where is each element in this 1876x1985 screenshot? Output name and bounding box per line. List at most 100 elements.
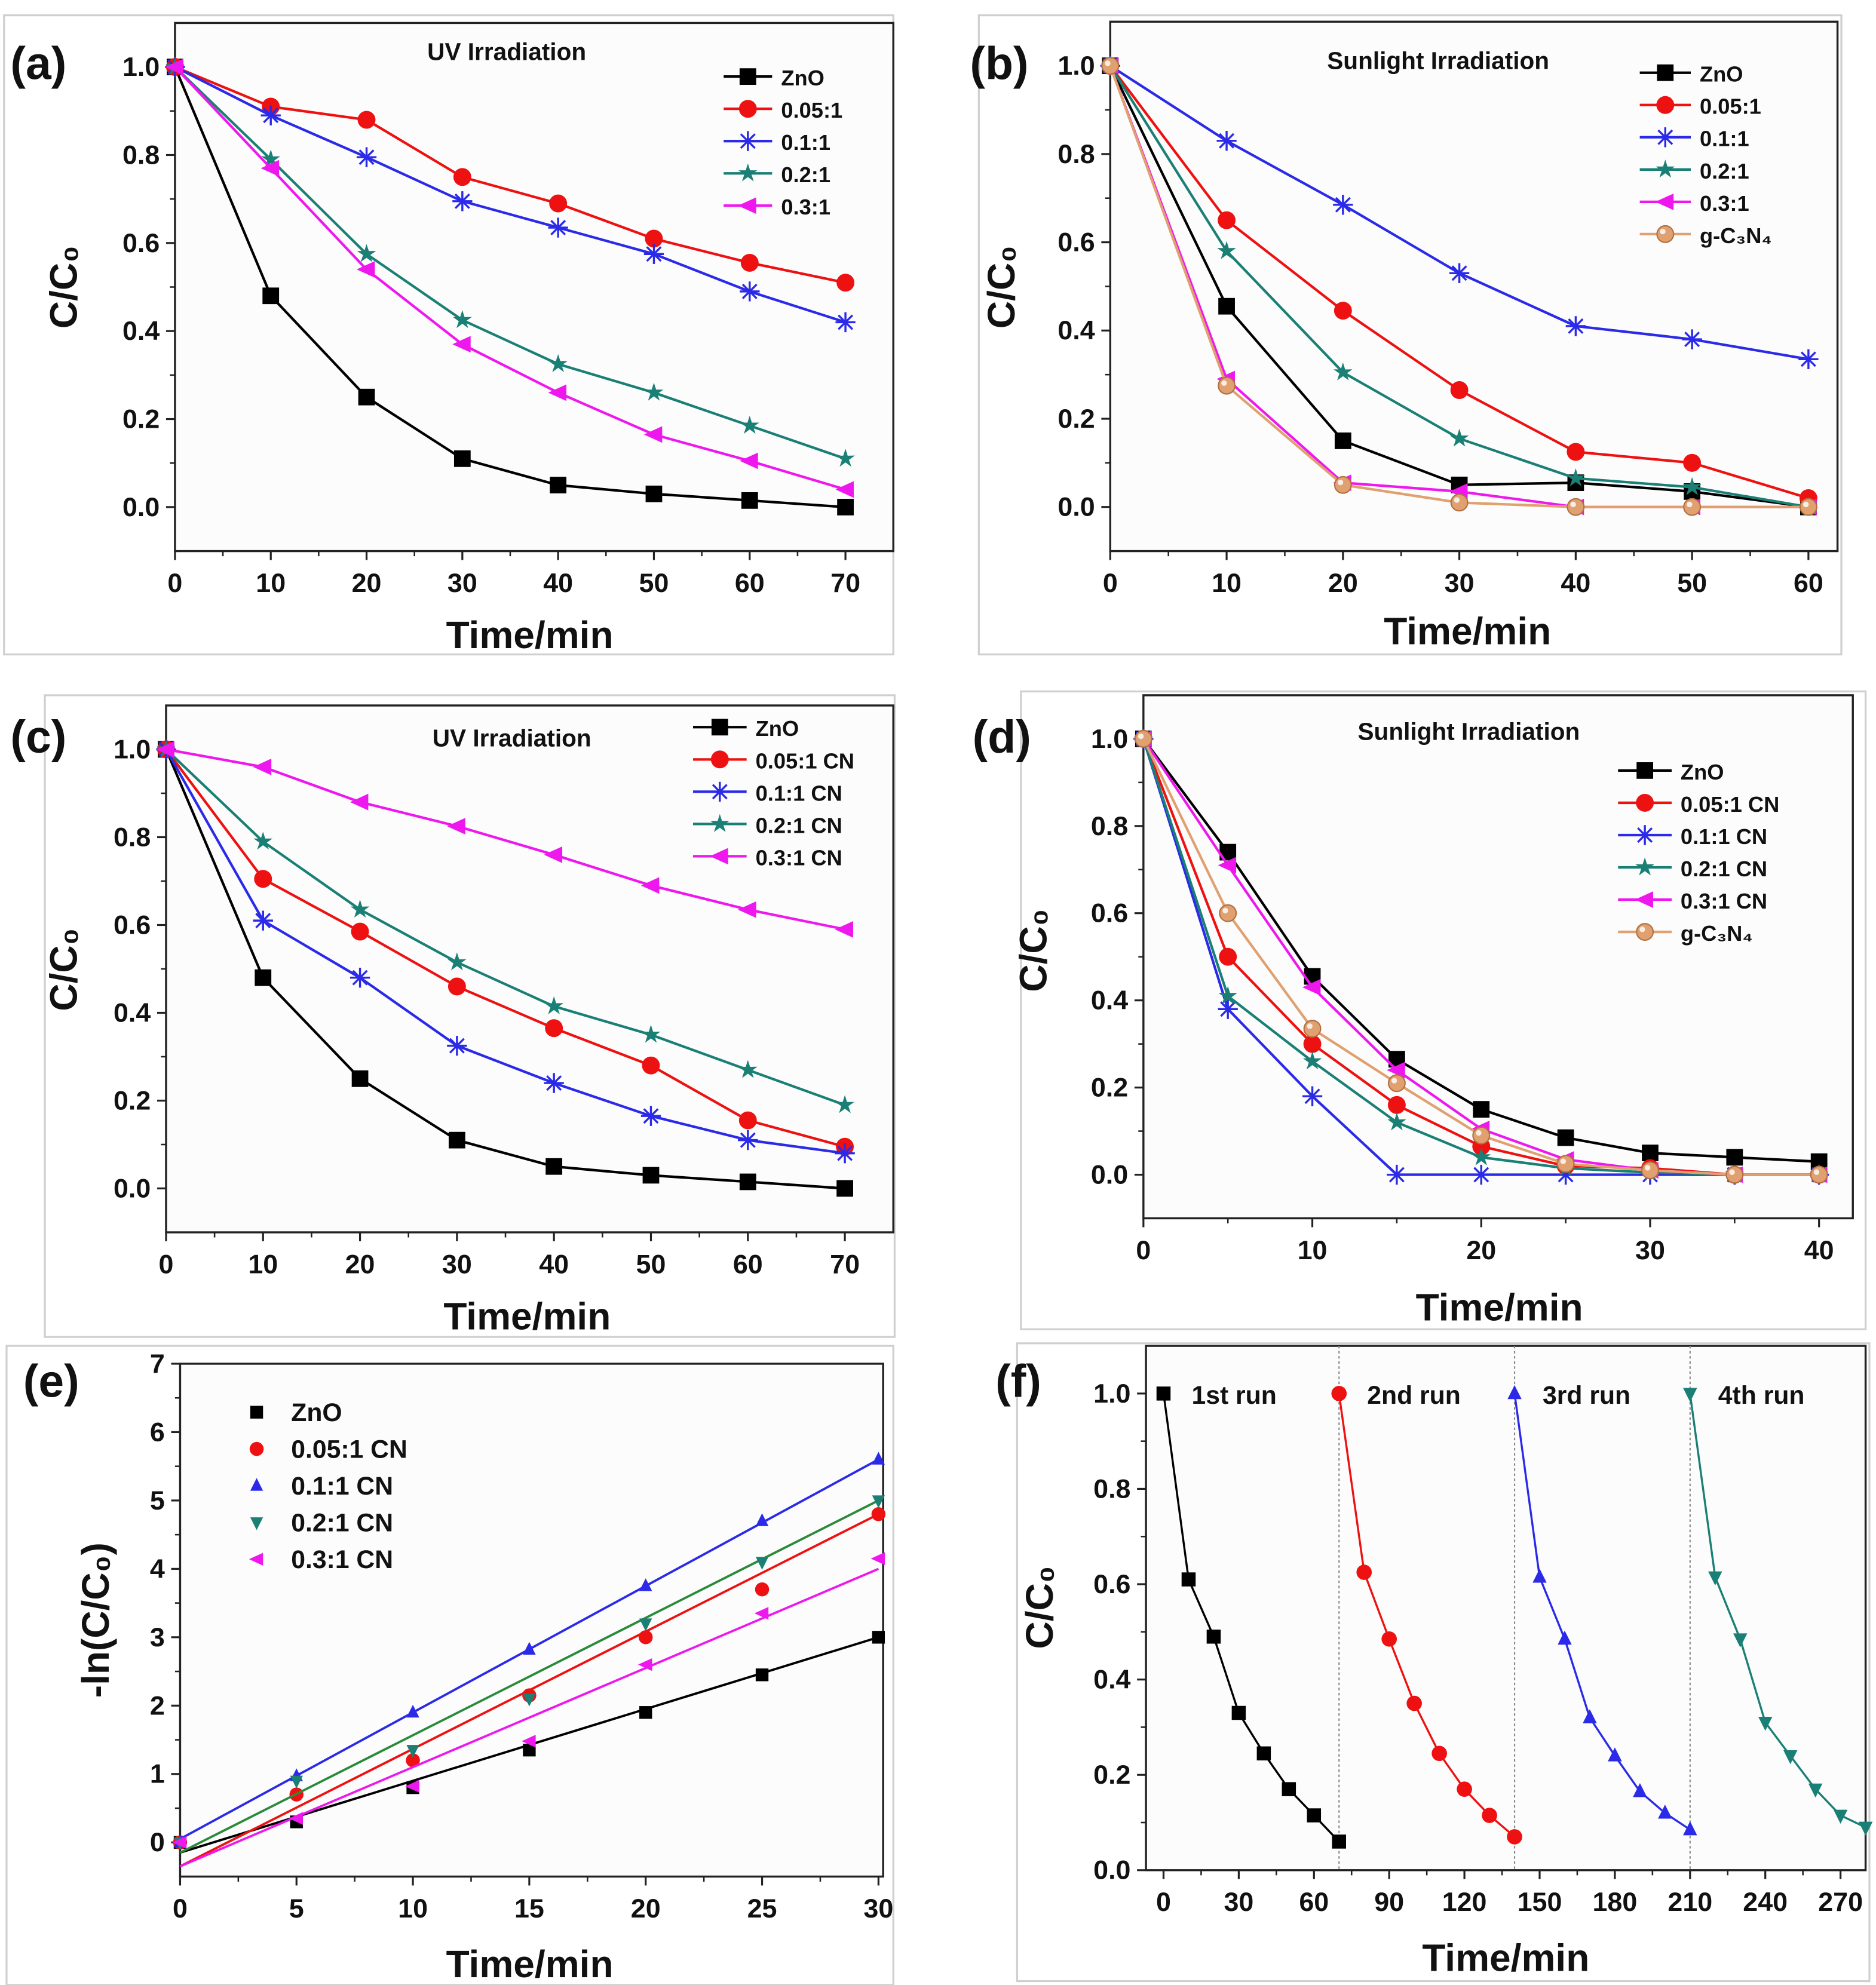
circle-marker — [755, 1582, 770, 1597]
series-line — [174, 66, 846, 324]
x-tick-label: 0 — [1103, 567, 1118, 598]
y-tick-label: 1.0 — [1057, 50, 1095, 81]
triangle-left-marker — [253, 759, 272, 775]
circle-marker — [254, 870, 272, 888]
y-tick-label: 0.6 — [1091, 898, 1128, 928]
series-line — [174, 66, 846, 491]
ball-highlight — [1570, 501, 1576, 508]
legend-label: 0.05:1 — [1700, 94, 1761, 119]
triangle-left-marker — [165, 59, 183, 76]
circle-marker — [1387, 1096, 1406, 1114]
triangle-left-marker — [447, 818, 465, 835]
x-tick-label: 0 — [167, 567, 182, 598]
x-tick-label: 20 — [1328, 567, 1358, 598]
series-3rd-run: 3rd run — [1507, 1381, 1697, 1836]
series-line — [165, 748, 845, 1106]
legend-label: g-C₃N₄ — [1681, 921, 1753, 946]
triangle-left-marker — [544, 846, 563, 863]
circle-marker — [738, 1111, 757, 1130]
square-marker — [250, 1406, 263, 1419]
ball-highlight — [1221, 380, 1227, 386]
triangle-left-marker — [740, 452, 758, 470]
ball-marker — [1799, 498, 1817, 516]
triangle-left-marker — [738, 197, 756, 214]
y-tick-label: 0.8 — [114, 821, 151, 852]
circle-marker — [447, 977, 466, 996]
x-tick-label: 20 — [1466, 1235, 1496, 1265]
y-tick-label: 0.0 — [122, 492, 160, 522]
ball-highlight — [1803, 501, 1809, 508]
x-tick-label: 0 — [1156, 1886, 1171, 1917]
y-tick-label: 0 — [150, 1827, 165, 1857]
asterisk-marker — [548, 217, 568, 238]
ball-marker — [1472, 1126, 1491, 1145]
triangle-left-marker — [156, 741, 174, 758]
triangle-down-marker — [1858, 1821, 1873, 1836]
circle-marker — [1457, 1781, 1472, 1797]
asterisk-marker — [1333, 195, 1353, 215]
star-marker — [350, 900, 370, 918]
x-tick-label: 30 — [1445, 567, 1475, 598]
asterisk-marker — [260, 105, 281, 125]
asterisk-marker — [1655, 127, 1675, 148]
plot-frame — [1142, 694, 1854, 1220]
x-axis-label: Time/min — [446, 1943, 614, 1985]
triangle-left-marker — [738, 901, 756, 918]
triangle-down-marker — [755, 1557, 769, 1570]
run-label: 2nd run — [1367, 1381, 1461, 1410]
circle-marker — [549, 194, 568, 213]
asterisk-marker — [253, 910, 273, 931]
panel-label: (b) — [970, 38, 1028, 89]
circle-marker — [357, 111, 376, 129]
star-marker — [1682, 477, 1702, 496]
triangle-up-marker — [639, 1578, 652, 1591]
x-tick-label: 40 — [543, 567, 573, 598]
circle-marker — [1218, 211, 1236, 229]
series-line — [165, 748, 845, 931]
asterisk-marker — [710, 781, 730, 802]
chart-title: UV Irradiation — [433, 724, 591, 751]
x-tick-label: 60 — [733, 1248, 763, 1279]
circle-marker — [871, 1507, 886, 1521]
square-marker — [262, 287, 280, 305]
ball-marker — [1101, 57, 1120, 75]
ball-highlight — [1105, 60, 1111, 66]
ball-highlight — [1639, 926, 1645, 932]
asterisk-marker — [835, 312, 856, 333]
legend-label: 0.3:1 — [1700, 191, 1749, 216]
triangle-up-marker — [523, 1642, 536, 1655]
chart-title: UV Irradiation — [427, 38, 586, 65]
triangle-left-marker — [289, 1812, 303, 1825]
circle-marker — [1331, 1386, 1347, 1401]
asterisk-marker — [1798, 349, 1819, 369]
panel-label: (f) — [995, 1355, 1041, 1407]
square-marker — [837, 499, 854, 516]
ball-marker — [1656, 225, 1675, 243]
series-0-3-1: 0.3:1 — [165, 59, 854, 498]
triangle-left-marker — [640, 877, 660, 894]
asterisk-marker — [643, 244, 664, 264]
triangle-left-marker — [172, 1836, 187, 1849]
square-marker — [836, 1180, 853, 1197]
triangle-up-marker — [1558, 1630, 1572, 1645]
run-label: 4th run — [1718, 1381, 1805, 1410]
series-0-2-1-CN: 0.2:1 CN — [157, 739, 854, 1113]
square-marker — [1332, 1834, 1347, 1849]
chart-panel-f: 0 30 60 90 120 150 180 210 240 270 0.0 0.2 0.4 0.6 0.8… — [995, 1342, 1873, 1983]
series-0-05-1: 0.05:1 — [1101, 57, 1817, 507]
x-tick-label: 50 — [639, 567, 669, 598]
x-tick-label: 60 — [735, 567, 765, 598]
legend-label: 0.2:1 — [1700, 159, 1749, 183]
asterisk-marker — [544, 1073, 564, 1093]
y-tick-label: 0.2 — [1091, 1072, 1128, 1103]
asterisk-marker — [1449, 263, 1470, 283]
series-4th-run: 4th run — [1683, 1381, 1873, 1836]
square-marker — [1307, 1808, 1322, 1823]
ball-highlight — [1476, 1130, 1482, 1136]
x-tick-label: 30 — [1635, 1235, 1665, 1265]
triangle-up-marker — [1583, 1709, 1597, 1723]
ball-highlight — [1222, 907, 1228, 914]
circle-marker — [1406, 1695, 1422, 1711]
triangle-left-marker — [754, 1607, 769, 1620]
square-marker — [358, 388, 375, 406]
